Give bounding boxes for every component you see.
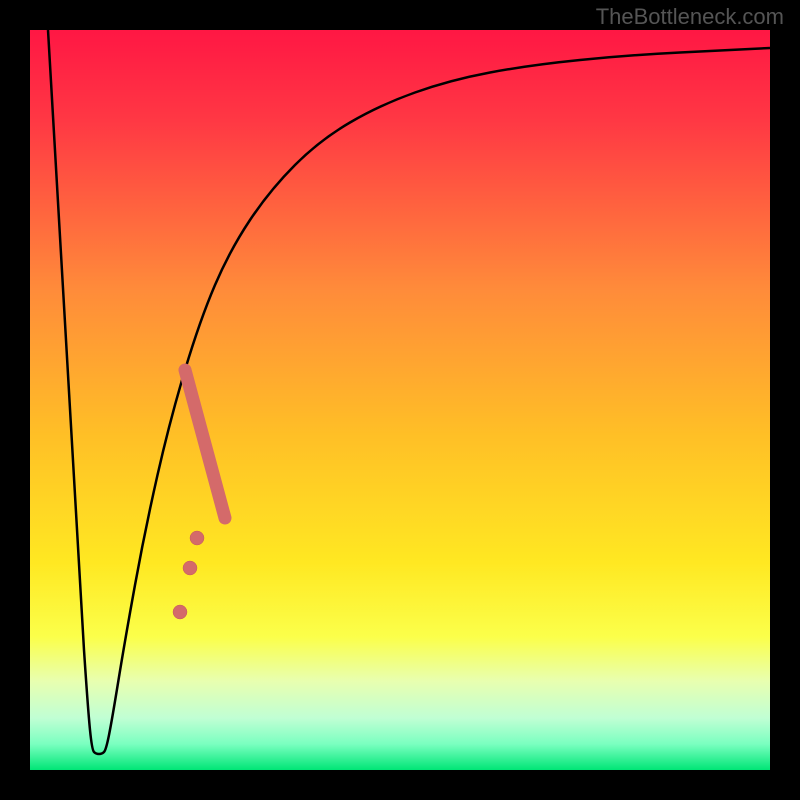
plot-area bbox=[30, 30, 770, 770]
data-markers bbox=[173, 370, 225, 619]
curve-path bbox=[48, 30, 770, 754]
bottleneck-curve bbox=[30, 30, 770, 770]
watermark-text: TheBottleneck.com bbox=[596, 4, 784, 30]
